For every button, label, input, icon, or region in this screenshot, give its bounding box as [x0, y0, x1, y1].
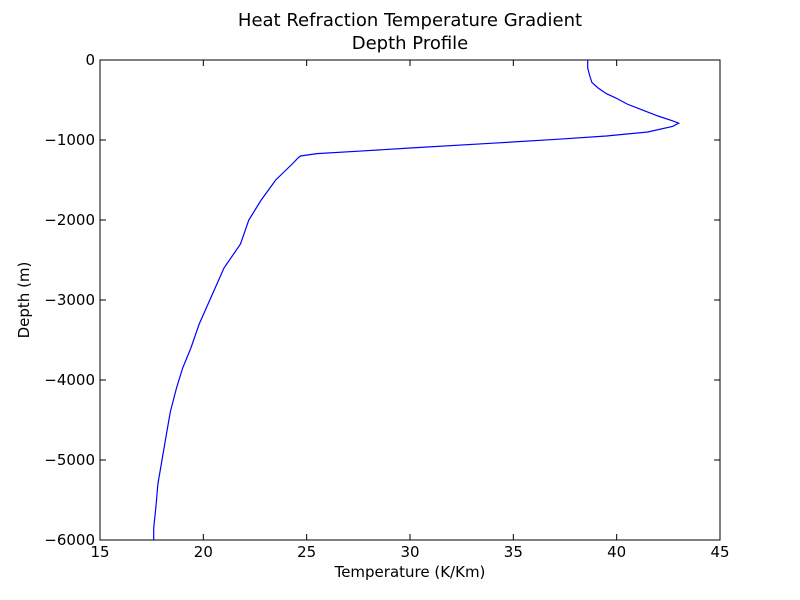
x-tick-label: 20: [194, 543, 213, 561]
y-tick-label: −4000: [44, 371, 95, 389]
chart-title-line-1: Heat Refraction Temperature Gradient: [238, 10, 582, 31]
y-tick-label: −5000: [44, 451, 95, 469]
y-tick-label: −1000: [44, 131, 95, 149]
x-tick-label: 45: [710, 543, 729, 561]
x-tick-label: 30: [400, 543, 419, 561]
plot-area: [99, 59, 721, 541]
y-axis: 0 −1000 −2000 −3000 −4000 −5000 −6000: [44, 51, 720, 549]
x-tick-label: 25: [297, 543, 316, 561]
x-axis-label: Temperature (K/Km): [334, 563, 486, 581]
x-tick-label: 35: [504, 543, 523, 561]
x-tick-label: 15: [90, 543, 109, 561]
y-tick-label: 0: [85, 51, 95, 69]
chart-title-line-2: Depth Profile: [352, 33, 469, 54]
x-axis: 15 20 25 30 35 40 45: [90, 60, 730, 561]
y-tick-label: −3000: [44, 291, 95, 309]
y-tick-label: −6000: [44, 531, 95, 549]
temperature-gradient-line: [153, 60, 681, 540]
y-axis-label: Depth (m): [15, 262, 33, 339]
y-tick-label: −2000: [44, 211, 95, 229]
x-tick-label: 40: [607, 543, 626, 561]
